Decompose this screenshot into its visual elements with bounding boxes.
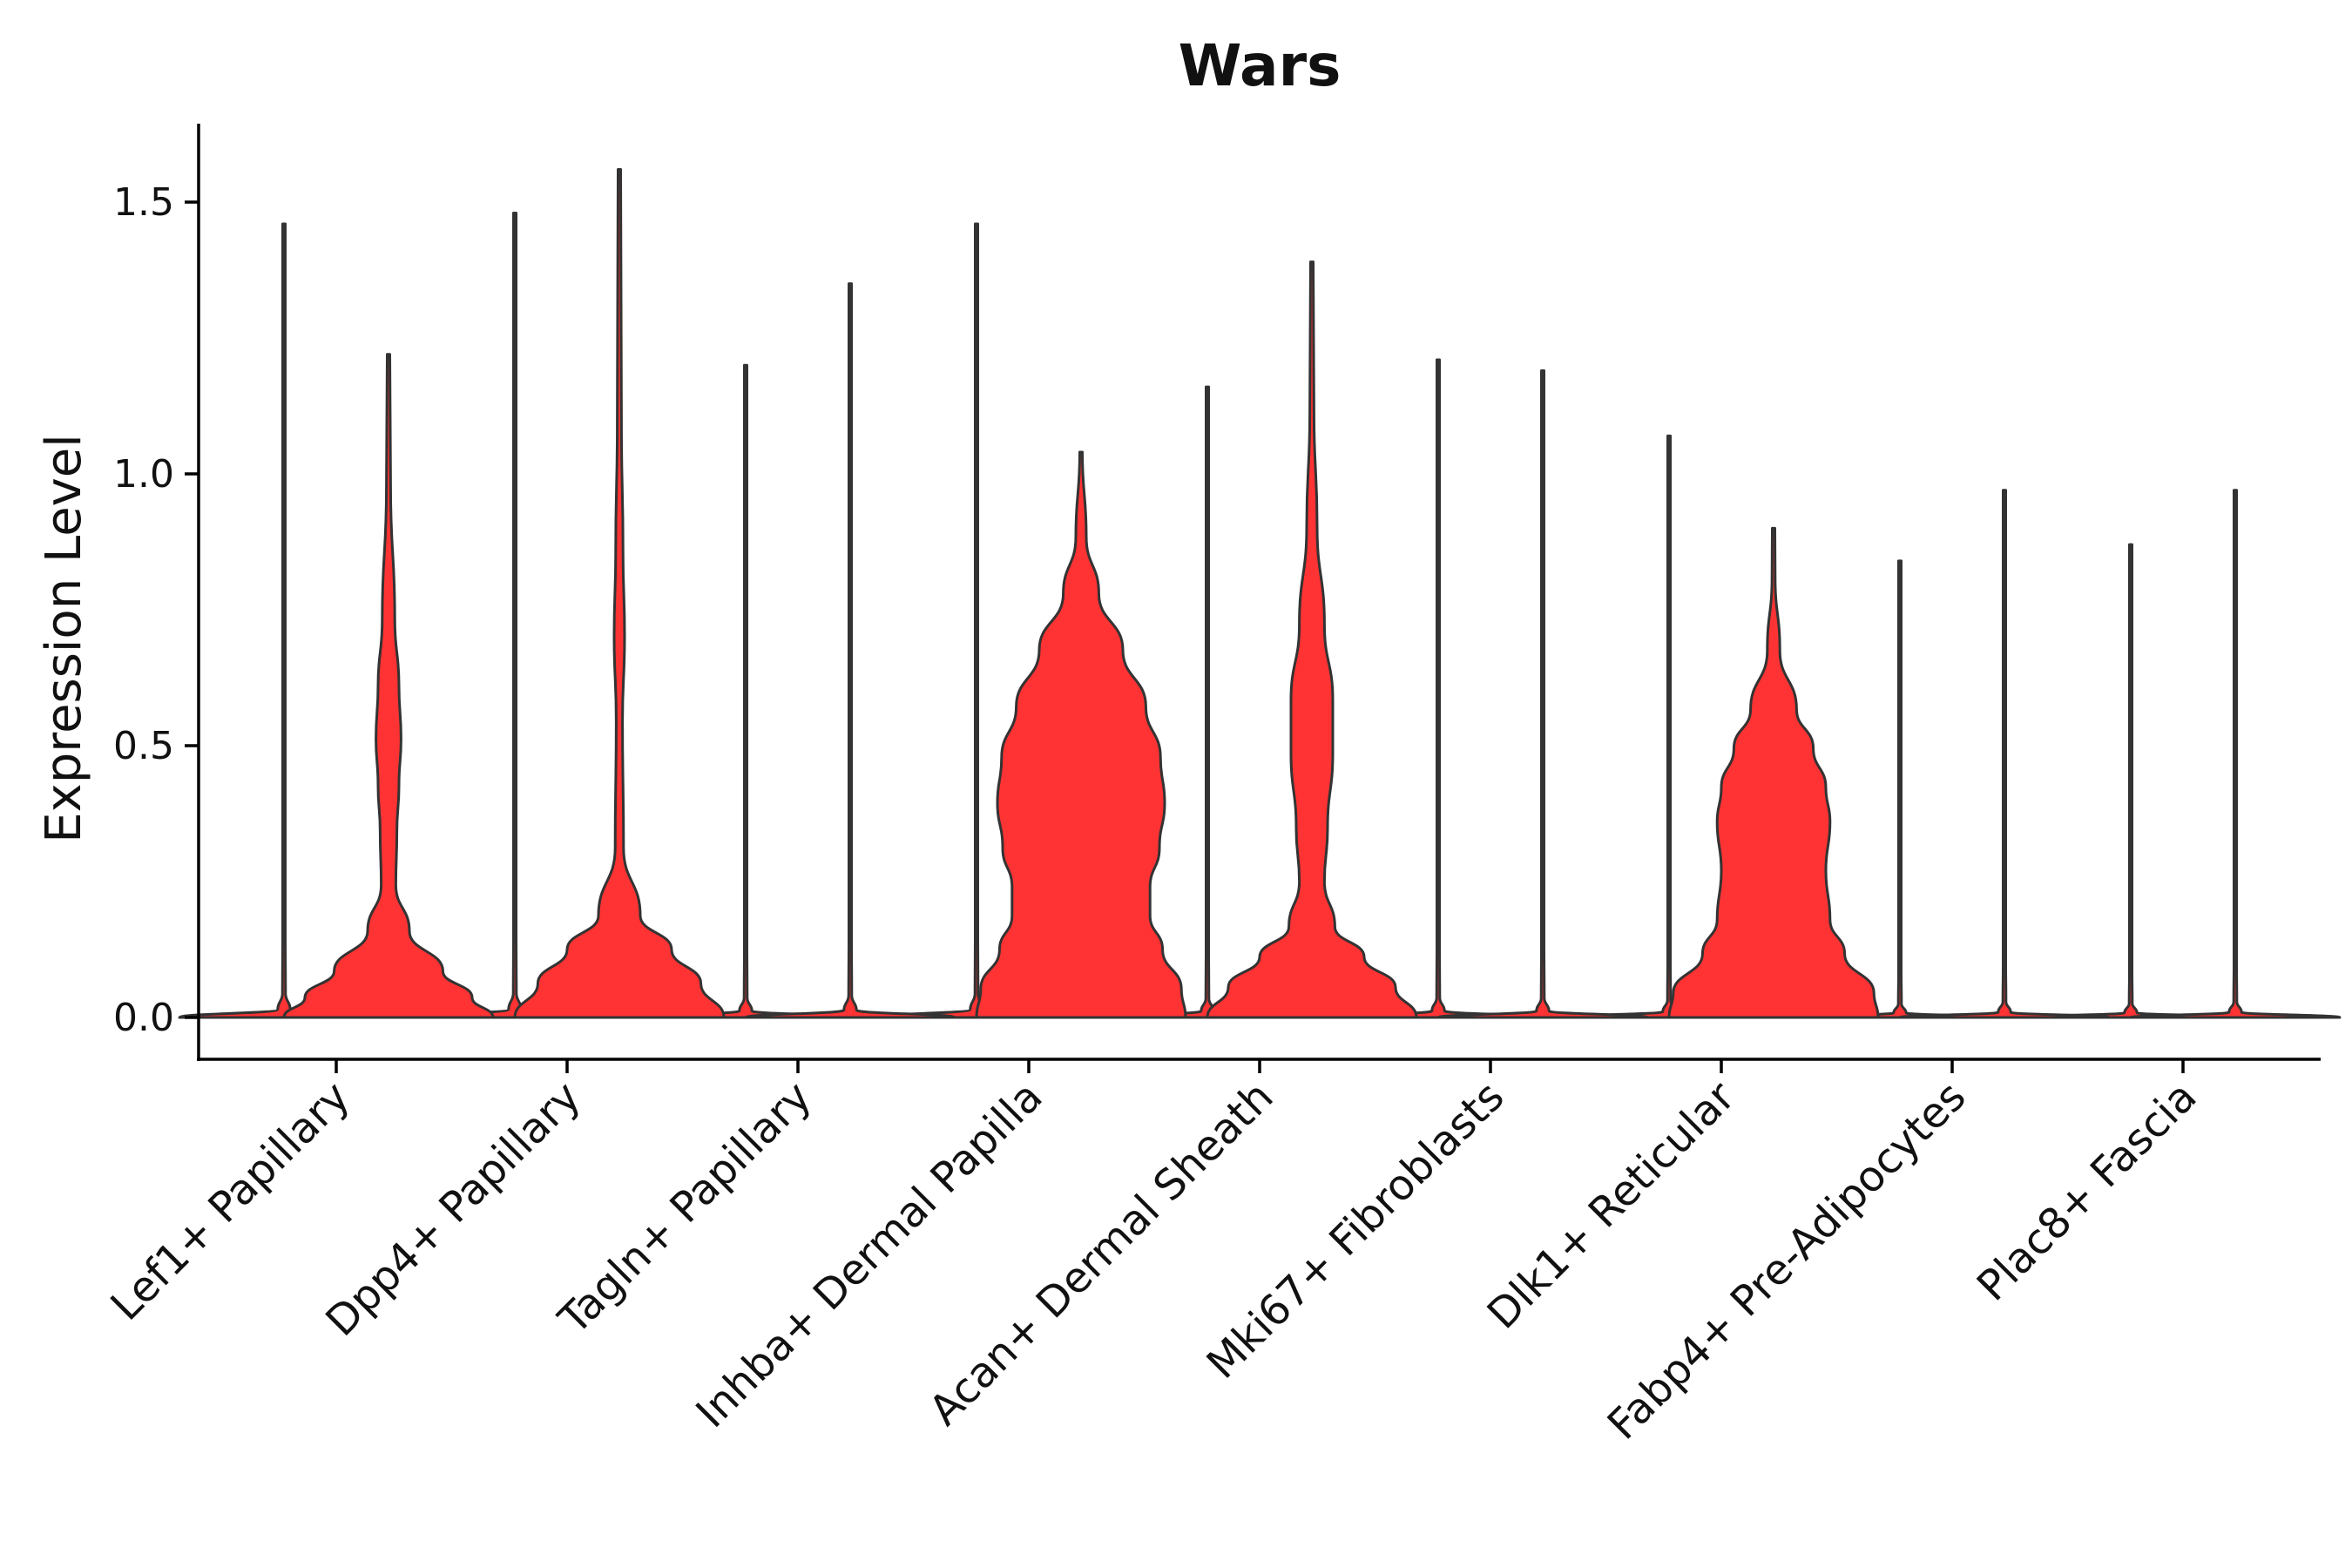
x-tick-label: Tagln+ Papillary <box>549 1072 821 1344</box>
violin-mki67-fibroblasts-group-A <box>1334 360 1543 1017</box>
violin-plac8-fascia-group-B <box>2131 490 2340 1017</box>
violin-lef1-papillary-group-A <box>179 224 389 1017</box>
x-tick-label: Plac8+ Fascia <box>1968 1072 2207 1311</box>
y-tick-label: 0.0 <box>113 996 174 1040</box>
violin-tagln-papillary-group-B <box>746 284 955 1017</box>
violin-dpp4-papillary-group-A <box>410 213 619 1017</box>
y-axis-label: Expression Level <box>36 434 92 843</box>
y-tick-label: 1.0 <box>113 452 174 497</box>
violin-dlk1-reticular-group-B <box>1669 528 1878 1017</box>
x-tick-label: Dlk1+ Reticular <box>1478 1072 1745 1339</box>
x-tick-label: Dpp4+ Papillary <box>316 1072 590 1346</box>
violin-dpp4-papillary-group-B <box>515 170 724 1017</box>
chart-title: Wars <box>1179 32 1342 99</box>
y-axis-ticks: 0.0 0.5 1.0 1.5 <box>113 180 199 1040</box>
violin-inhba-dermal-papilla-group-B <box>977 452 1186 1017</box>
violin-chart: Wars Expression Level 0.0 0.5 1.0 1.5 Lef1+… <box>0 0 2352 1568</box>
violin-tagln-papillary-group-A <box>641 365 850 1017</box>
violin-plac8-fascia-group-A <box>2026 544 2235 1017</box>
violin-layer <box>179 170 2340 1017</box>
violin-fabp4-pre-adipocytes-group-B <box>1900 490 2109 1017</box>
violin-lef1-papillary-group-B <box>284 355 493 1017</box>
x-tick-label: Lef1+ Papillary <box>102 1072 360 1330</box>
violin-acan-dermal-sheath-group-B <box>1207 262 1416 1017</box>
violin-mki67-fibroblasts-group-B <box>1438 370 1647 1017</box>
y-tick-label: 1.5 <box>113 180 174 225</box>
y-tick-label: 0.5 <box>113 724 174 768</box>
